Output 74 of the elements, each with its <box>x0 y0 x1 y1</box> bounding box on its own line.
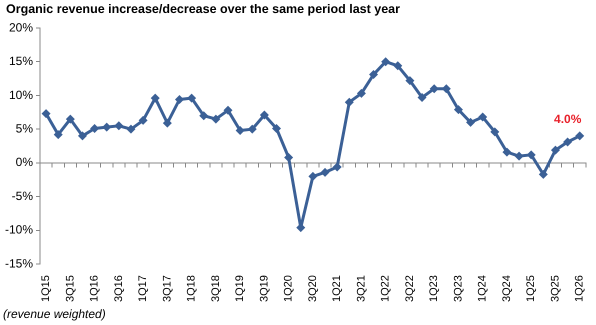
x-tick-label: 3Q17 <box>161 275 174 302</box>
y-tick-label: -5% <box>12 188 34 203</box>
point <box>526 150 536 160</box>
point <box>211 114 220 124</box>
point <box>490 127 500 136</box>
point <box>332 162 342 172</box>
point <box>66 114 75 124</box>
y-tick-label: -15% <box>5 256 34 270</box>
point <box>54 130 63 140</box>
x-tick-label: 3Q20 <box>306 275 319 302</box>
point <box>502 148 512 157</box>
point <box>381 57 390 66</box>
y-tick-label: 15% <box>8 54 34 68</box>
point <box>138 116 148 125</box>
chart-title: Organic revenue increase/decrease over the same period last year <box>6 2 400 16</box>
point <box>563 138 572 146</box>
point <box>478 112 488 122</box>
point <box>272 124 282 134</box>
point <box>538 170 548 179</box>
point <box>308 172 318 181</box>
x-tick-label: 3Q23 <box>452 275 464 302</box>
point <box>550 146 560 155</box>
point <box>405 76 414 86</box>
point <box>126 124 136 134</box>
point <box>356 88 366 98</box>
x-tick-label: 1Q19 <box>234 275 246 302</box>
x-tick-label: 1Q25 <box>525 275 538 302</box>
x-tick-label: 1Q15 <box>40 275 52 302</box>
x-tick-label: 3Q18 <box>210 275 222 302</box>
y-tick-label: 0% <box>16 155 34 170</box>
x-tick-label: 3Q15 <box>64 275 76 302</box>
point <box>454 105 463 114</box>
point <box>514 152 524 161</box>
point <box>248 124 257 134</box>
point <box>260 110 269 120</box>
point <box>224 106 232 115</box>
y-tick-label: 5% <box>16 121 34 136</box>
point <box>114 121 124 130</box>
point <box>78 131 87 140</box>
x-tick-label: 1Q22 <box>380 275 392 302</box>
x-tick-label: 3Q21 <box>355 275 368 302</box>
point <box>418 92 427 102</box>
y-tick-label: 20% <box>8 20 34 34</box>
x-tick-label: 1Q20 <box>282 275 295 302</box>
y-tick-label: 10% <box>8 88 34 102</box>
point <box>369 70 378 80</box>
point <box>102 122 112 132</box>
point <box>393 61 402 70</box>
x-tick-label: 3Q22 <box>404 275 416 302</box>
x-tick-label: 1Q17 <box>137 275 150 302</box>
point <box>466 118 476 127</box>
y-tick-label: -10% <box>5 222 34 237</box>
x-tick-label: 3Q19 <box>258 275 270 302</box>
x-tick-label: 1Q26 <box>574 275 586 302</box>
point <box>199 111 208 120</box>
point <box>284 153 294 162</box>
point <box>174 95 184 104</box>
x-tick-label: 3Q24 <box>500 275 513 302</box>
text: (revenue weighted) <box>3 307 106 321</box>
point <box>150 94 160 103</box>
point <box>320 168 330 177</box>
x-tick-label: 1Q21 <box>331 275 344 302</box>
x-tick-label: 3Q16 <box>112 275 125 302</box>
x-tick-label: 1Q18 <box>186 275 198 302</box>
point <box>575 131 584 140</box>
x-tick-label: 3Q25 <box>549 275 562 302</box>
x-tick-label: 1Q24 <box>476 275 489 302</box>
point <box>187 94 196 103</box>
x-tick-label: 1Q16 <box>88 275 101 302</box>
annotation: 4.0% <box>554 112 582 126</box>
point <box>162 118 172 128</box>
point <box>344 98 354 107</box>
point <box>42 109 51 118</box>
x-tick-label: 1Q23 <box>428 275 440 302</box>
